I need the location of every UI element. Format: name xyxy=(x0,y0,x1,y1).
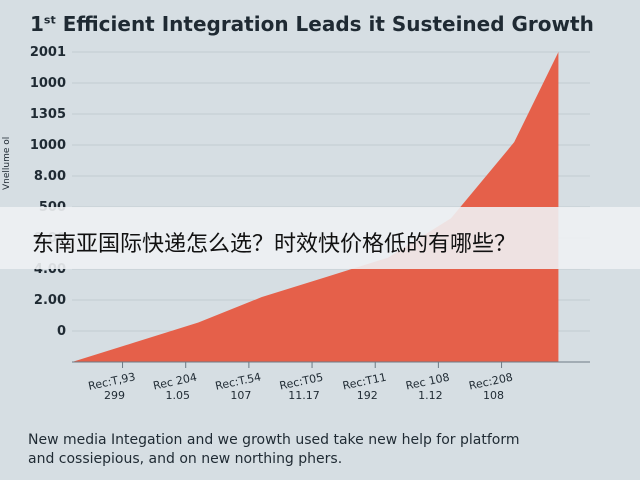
x-tick-sublabel: 11.17 xyxy=(288,389,320,402)
y-tick-label: 0 xyxy=(57,324,66,339)
y-tick-label: 1000 xyxy=(30,138,66,153)
x-tick-sublabel: 1.05 xyxy=(165,389,190,402)
y-tick-label: 1305 xyxy=(30,107,66,122)
x-tick-sublabel: 108 xyxy=(483,389,504,402)
area-series xyxy=(72,52,559,362)
chart-title: 1st Efficient Integration Leads it Suste… xyxy=(30,12,594,36)
y-tick-label: 2.00 xyxy=(34,293,66,308)
banner-text: 东南亚国际快递怎么选？时效快价格低的有哪些？ xyxy=(32,232,517,257)
chart-footnote: New media Integation and we growth used … xyxy=(28,432,520,467)
overlay-banner: 东南亚国际快递怎么选？时效快价格低的有哪些？ xyxy=(0,207,640,269)
y-tick-label: 2001 xyxy=(30,45,66,60)
x-tick-sublabel: 299 xyxy=(104,389,125,402)
x-tick-sublabel: 107 xyxy=(230,389,251,402)
y-tick-label: 1000 xyxy=(30,76,66,91)
x-tick-sublabel: 1.12 xyxy=(418,389,443,402)
x-tick-sublabel: 192 xyxy=(357,389,378,402)
y-tick-label: 8.00 xyxy=(34,169,66,184)
